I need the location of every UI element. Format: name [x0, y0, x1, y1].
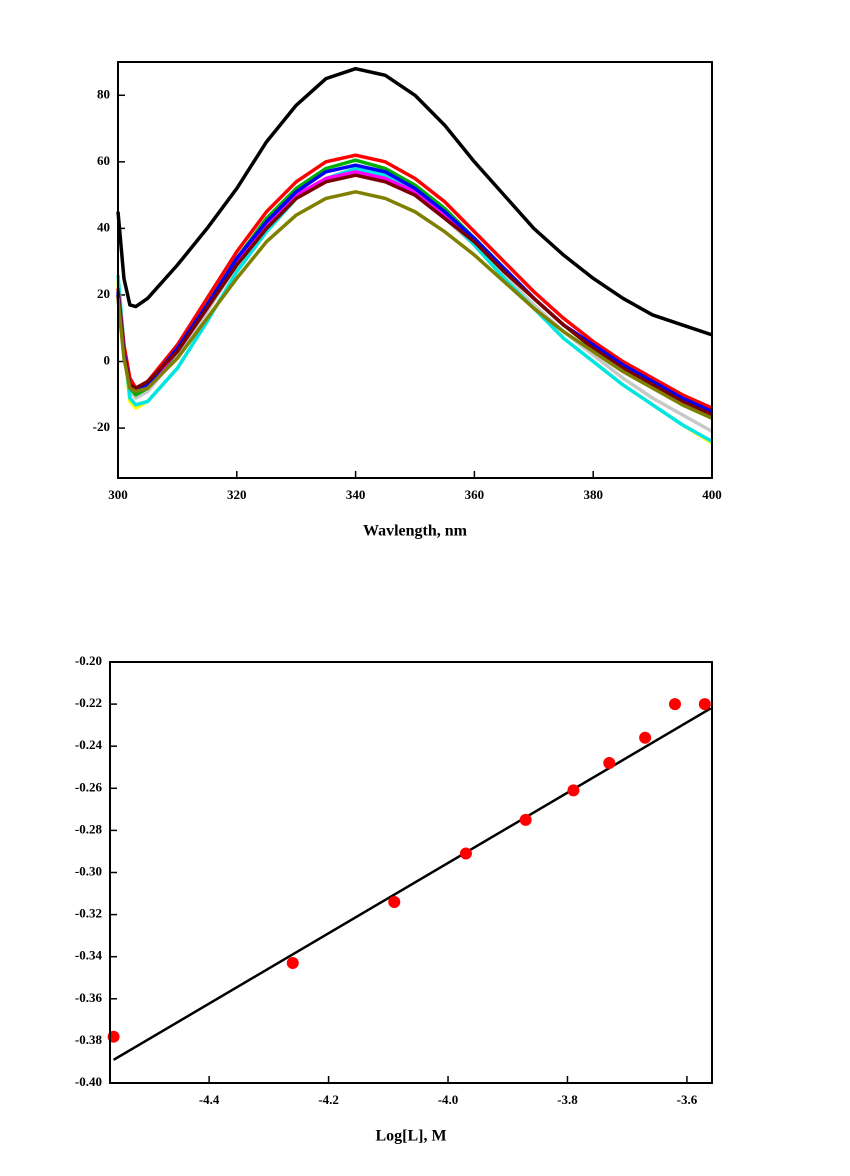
x-tick-label: -4.2	[318, 1092, 339, 1107]
y-tick-label: -0.34	[75, 948, 103, 963]
point	[639, 731, 652, 744]
point	[567, 784, 580, 797]
x-tick-label: -3.8	[557, 1092, 578, 1107]
point	[388, 895, 401, 908]
y-tick-label: -0.30	[75, 863, 102, 878]
x-tick-label: 340	[346, 487, 366, 502]
point	[668, 698, 681, 711]
line	[116, 190, 713, 420]
line	[112, 707, 712, 1061]
y-tick-label: -0.28	[75, 821, 103, 836]
y-tick-label: -0.36	[75, 990, 103, 1005]
y-tick-label: -0.20	[75, 653, 102, 668]
y-tick-label: 20	[97, 286, 110, 301]
plot-frame	[117, 61, 713, 479]
point	[286, 957, 299, 970]
x-tick-label: -4.4	[199, 1092, 220, 1107]
point	[459, 847, 472, 860]
x-axis-title: Wavlength, nm	[363, 523, 468, 540]
point	[698, 698, 711, 711]
y-tick-label: -20	[93, 419, 110, 434]
plot-frame	[109, 661, 713, 1084]
y-tick-label: 40	[97, 219, 110, 234]
x-tick-label: 300	[108, 487, 128, 502]
x-tick-label: -3.6	[677, 1092, 698, 1107]
y-tick-label: -0.22	[75, 695, 102, 710]
line	[116, 173, 713, 417]
x-tick-label: -4.0	[438, 1092, 459, 1107]
x-tick-label: 380	[583, 487, 603, 502]
y-tick-label: -0.38	[75, 1032, 103, 1047]
y-tick-label: -0.26	[75, 779, 103, 794]
y-tick-label: 60	[97, 153, 110, 168]
point	[603, 757, 616, 770]
y-tick-label: -0.32	[75, 906, 102, 921]
line	[116, 66, 713, 337]
x-tick-label: 360	[465, 487, 485, 502]
x-tick-label: 320	[227, 487, 247, 502]
line	[116, 166, 713, 443]
x-tick-label: 400	[702, 487, 722, 502]
line	[116, 163, 713, 414]
y-tick-label: 80	[97, 86, 110, 101]
y-tick-label: 0	[104, 353, 111, 368]
y-tick-label: -0.24	[75, 737, 103, 752]
x-axis-title: Log[L], M	[375, 1128, 446, 1145]
y-tick-label: -0.40	[75, 1074, 102, 1089]
point	[519, 813, 532, 826]
